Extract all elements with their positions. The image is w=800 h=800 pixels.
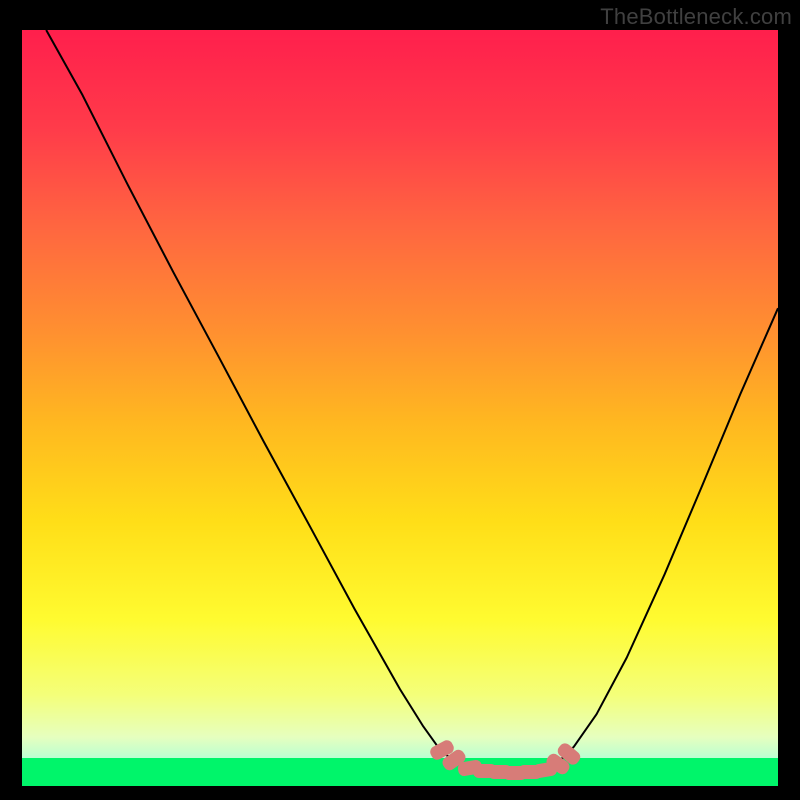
plot-area <box>22 30 778 786</box>
watermark-text: TheBottleneck.com <box>600 4 792 30</box>
markers-layer <box>22 30 778 786</box>
